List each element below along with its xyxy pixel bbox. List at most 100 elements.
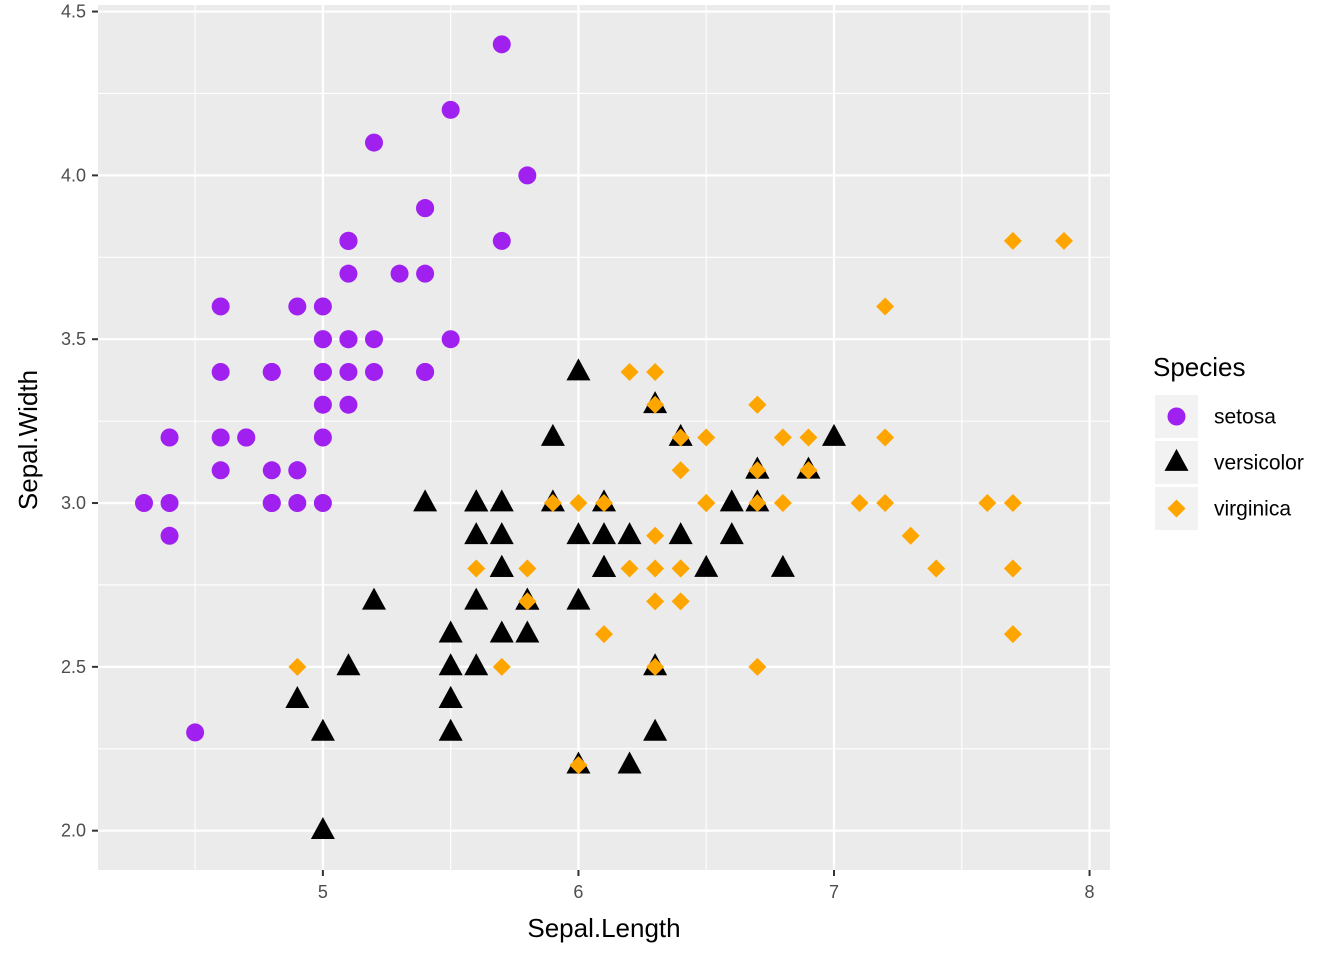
setosa-point: [313, 362, 332, 381]
versicolor-point: [438, 718, 463, 741]
versicolor-point: [719, 522, 744, 545]
legend-item-versicolor: versicolor: [1155, 441, 1304, 484]
series-virginica: [288, 231, 1073, 775]
versicolor-point: [438, 620, 463, 643]
data-points: [135, 35, 1073, 840]
virginica-point: [748, 461, 767, 480]
virginica-point: [1003, 625, 1022, 644]
virginica-point: [288, 657, 307, 676]
y-tick-label: 2.0: [61, 821, 86, 841]
setosa-point: [160, 494, 179, 513]
virginica-point: [1003, 559, 1022, 578]
legend: Species setosa versicolor virginica: [1153, 352, 1304, 530]
versicolor-point: [362, 587, 386, 610]
versicolor-point: [489, 620, 514, 643]
setosa-point: [262, 362, 281, 381]
versicolor-point: [643, 718, 668, 741]
legend-label: virginica: [1214, 498, 1291, 521]
virginica-point: [620, 362, 639, 381]
versicolor-point: [540, 423, 565, 446]
versicolor-point: [489, 489, 514, 512]
setosa-point: [288, 297, 307, 316]
setosa-point: [339, 330, 358, 349]
setosa-point: [211, 362, 230, 381]
y-tick-label: 4.0: [61, 165, 86, 185]
versicolor-point: [617, 751, 642, 774]
versicolor-point: [668, 522, 693, 545]
legend-items: setosa versicolor virginica: [1155, 395, 1304, 530]
setosa-point: [416, 264, 435, 283]
virginica-point: [671, 592, 690, 611]
setosa-point: [313, 330, 332, 349]
setosa-point: [313, 428, 332, 447]
virginica-point: [646, 526, 665, 545]
x-axis-title: Sepal.Length: [527, 913, 680, 943]
setosa-point: [441, 100, 460, 119]
setosa-point: [288, 461, 307, 480]
versicolor-point: [464, 587, 489, 610]
versicolor-point: [310, 718, 335, 741]
virginica-point: [518, 592, 537, 611]
setosa-point: [441, 330, 460, 349]
versicolor-point: [719, 489, 744, 512]
virginica-point: [748, 657, 767, 676]
plot-panel: [98, 5, 1110, 870]
versicolor-point: [285, 685, 310, 708]
virginica-point: [876, 428, 895, 447]
virginica-point: [876, 494, 895, 513]
versicolor-point: [464, 653, 489, 676]
virginica-point: [1055, 231, 1073, 250]
setosa-point: [339, 264, 358, 283]
virginica-point: [595, 494, 613, 513]
versicolor-point: [592, 522, 616, 545]
setosa-point: [262, 461, 281, 480]
setosa-point: [339, 231, 358, 250]
y-axis-title: Sepal.Width: [13, 370, 43, 510]
versicolor-point: [566, 358, 591, 381]
setosa-point: [365, 362, 383, 381]
setosa-point: [211, 428, 230, 447]
virginica-point: [773, 494, 792, 513]
virginica-point: [1003, 494, 1022, 513]
legend-key-versicolor: [1164, 448, 1189, 471]
versicolor-point: [464, 489, 489, 512]
virginica-point: [927, 559, 946, 578]
setosa-point: [339, 395, 358, 414]
setosa-point: [313, 297, 332, 316]
versicolor-point: [489, 554, 514, 577]
virginica-point: [748, 494, 767, 513]
virginica-point: [467, 559, 486, 578]
legend-label: setosa: [1214, 406, 1276, 429]
setosa-point: [339, 362, 358, 381]
virginica-point: [671, 461, 690, 480]
virginica-point: [671, 559, 690, 578]
virginica-point: [876, 297, 895, 316]
setosa-point: [492, 231, 511, 250]
virginica-point: [646, 657, 665, 676]
x-tick-label: 5: [318, 882, 328, 902]
virginica-point: [799, 428, 818, 447]
setosa-point: [313, 395, 332, 414]
virginica-point: [901, 526, 920, 545]
legend-key-setosa: [1167, 407, 1186, 426]
virginica-point: [697, 428, 716, 447]
setosa-point: [416, 199, 435, 218]
virginica-point: [671, 428, 690, 447]
legend-title: Species: [1153, 352, 1246, 382]
setosa-point: [313, 494, 332, 513]
setosa-point: [211, 297, 230, 316]
virginica-point: [595, 625, 613, 644]
setosa-point: [288, 494, 307, 513]
virginica-point: [773, 428, 792, 447]
setosa-point: [365, 330, 383, 349]
setosa-point: [390, 264, 409, 283]
setosa-point: [237, 428, 256, 447]
setosa-point: [262, 494, 281, 513]
y-tick-label: 4.5: [61, 2, 86, 22]
setosa-point: [365, 133, 383, 152]
versicolor-point: [438, 653, 463, 676]
x-tick-label: 7: [829, 882, 839, 902]
virginica-point: [569, 494, 588, 513]
versicolor-point: [336, 653, 361, 676]
virginica-point: [646, 395, 665, 414]
